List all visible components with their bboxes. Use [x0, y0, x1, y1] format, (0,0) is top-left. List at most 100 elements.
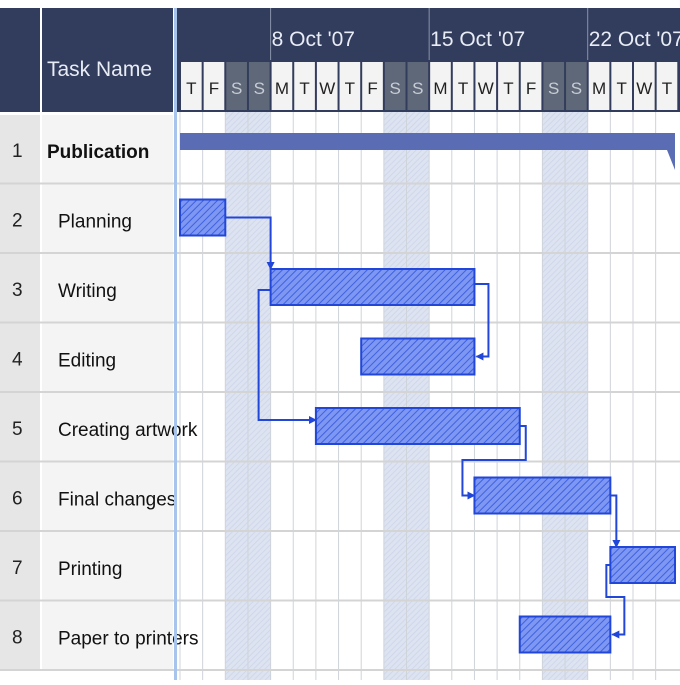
row-number-cell[interactable]	[0, 393, 40, 461]
row-number-cell[interactable]	[0, 254, 40, 322]
day-label: F	[367, 79, 377, 98]
day-cell	[339, 62, 361, 110]
task-name: Final changes	[58, 489, 176, 510]
day-cell	[407, 62, 429, 110]
day-cell	[566, 62, 587, 110]
row-number: 1	[12, 141, 23, 162]
task-name-cell[interactable]	[42, 532, 173, 600]
day-cell	[362, 62, 383, 110]
day-cell	[248, 62, 270, 110]
day-label: F	[209, 79, 219, 98]
row-number-cell[interactable]	[0, 601, 40, 670]
dependency-link	[610, 494, 621, 548]
day-label: T	[186, 79, 196, 98]
task-name: Editing	[58, 350, 116, 371]
day-label: T	[458, 79, 468, 98]
dependency-link	[257, 289, 317, 424]
day-label: W	[478, 79, 494, 98]
task-name: Writing	[58, 281, 117, 302]
weekend-shade	[542, 112, 566, 680]
day-label: W	[319, 79, 335, 98]
task-name-cell[interactable]	[42, 115, 173, 183]
task-bar[interactable]	[360, 337, 476, 376]
day-cell	[656, 62, 678, 110]
row-number-cell[interactable]	[0, 115, 40, 183]
timescale-weeks	[177, 8, 680, 60]
task-bar[interactable]	[269, 268, 476, 306]
day-label: S	[254, 79, 265, 98]
task-name: Printing	[58, 559, 122, 580]
day-label: M	[433, 79, 447, 98]
dependency-link	[605, 564, 626, 639]
row-number: 4	[12, 349, 23, 370]
day-label: T	[503, 79, 513, 98]
row-number-cell[interactable]	[0, 184, 40, 253]
day-label: T	[345, 79, 355, 98]
day-label: T	[662, 79, 672, 98]
day-cell	[520, 62, 542, 110]
task-bar[interactable]	[473, 476, 612, 515]
task-name: Creating artwork	[58, 420, 198, 441]
task-name: Publication	[47, 142, 149, 163]
row-number-header	[0, 8, 40, 112]
row-number: 7	[12, 558, 23, 579]
task-name-cell[interactable]	[42, 254, 173, 322]
day-cell	[452, 62, 474, 110]
day-label: M	[275, 79, 289, 98]
row-number: 5	[12, 419, 23, 440]
row-number: 8	[12, 627, 23, 648]
week-label: 15 Oct '07	[430, 28, 525, 51]
day-label: S	[412, 79, 423, 98]
day-label: T	[299, 79, 309, 98]
day-cell	[384, 62, 406, 110]
day-cell	[316, 62, 338, 110]
task-name: Paper to printers	[58, 628, 198, 649]
week-label: 22 Oct '07	[589, 28, 680, 51]
row-number-cell[interactable]	[0, 462, 40, 531]
day-cell	[611, 62, 632, 110]
day-cell	[271, 62, 293, 110]
day-label: T	[616, 79, 626, 98]
task-name-cell[interactable]	[42, 462, 173, 531]
task-bar[interactable]	[609, 546, 676, 584]
row-number: 6	[12, 488, 23, 509]
dependency-link	[474, 283, 490, 361]
task-name-cell[interactable]	[42, 323, 173, 392]
weekend-shade	[225, 112, 248, 680]
row-number-cell[interactable]	[0, 532, 40, 600]
day-cell	[588, 62, 610, 110]
task-bar[interactable]	[314, 407, 521, 445]
task-name-header-label: Task Name	[47, 58, 152, 81]
day-cell	[203, 62, 225, 110]
day-label: W	[636, 79, 652, 98]
day-cell	[475, 62, 497, 110]
task-name: Planning	[58, 211, 132, 232]
pane-splitter[interactable]	[174, 8, 177, 680]
day-cell	[181, 62, 202, 110]
row-number-cell[interactable]	[0, 323, 40, 392]
weekend-shade	[383, 112, 407, 680]
task-bar[interactable]	[518, 615, 612, 654]
day-label: S	[390, 79, 401, 98]
task-name-cell[interactable]	[42, 393, 173, 461]
week-label: 8 Oct '07	[272, 28, 355, 51]
row-number: 3	[12, 280, 23, 301]
weekend-shade	[565, 112, 588, 680]
day-cell	[498, 62, 519, 110]
day-label: S	[548, 79, 559, 98]
day-cell	[543, 62, 565, 110]
dependency-link	[225, 216, 275, 270]
task-name-header[interactable]	[42, 8, 173, 112]
task-bar[interactable]	[179, 198, 227, 237]
day-label: S	[231, 79, 242, 98]
day-cell	[430, 62, 451, 110]
task-name-cell[interactable]	[42, 184, 173, 253]
day-cell	[294, 62, 315, 110]
weekend-shade	[406, 112, 430, 680]
day-cell	[226, 62, 247, 110]
dependency-link	[461, 425, 527, 500]
day-label: M	[592, 79, 606, 98]
task-name-cell[interactable]	[42, 601, 173, 670]
summary-bar[interactable]	[180, 133, 675, 170]
